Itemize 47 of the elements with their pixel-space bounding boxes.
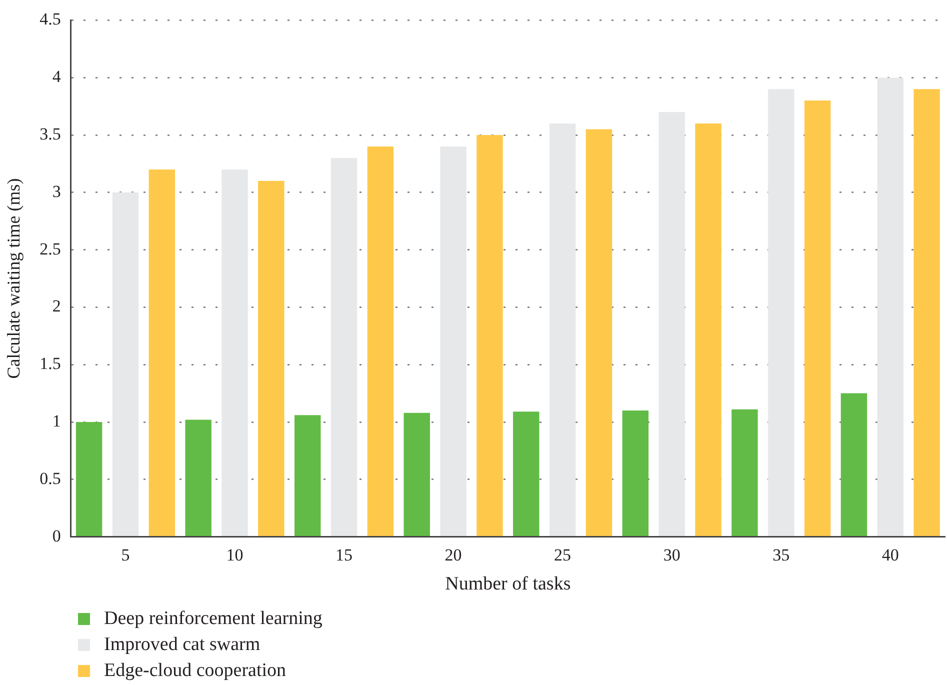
bar [804,100,831,536]
bar [622,410,649,536]
bar [476,135,503,536]
legend-label: Deep reinforcement learning [104,608,322,630]
y-tick-label: 1.5 [40,354,61,374]
y-tick-label: 0 [52,526,61,546]
y-tick-label: 3.5 [40,124,61,144]
bar [148,169,176,536]
bar [76,422,102,536]
bar [658,112,685,536]
y-tick-label: 4 [52,67,62,86]
bar [586,129,612,536]
bar [294,415,321,536]
x-tick-label: 40 [882,545,899,564]
x-tick-label: 30 [663,545,680,564]
bar [914,89,940,536]
bar [222,169,248,536]
bar [768,89,794,536]
bar [549,124,576,536]
x-axis-title: Number of tasks [445,574,571,595]
x-tick-label: 20 [444,545,462,564]
y-tick-label: 2.5 [40,239,61,258]
bar [877,78,904,536]
bar [404,412,430,536]
legend-label: Edge-cloud cooperation [104,660,286,682]
bar [732,409,758,536]
legend-label: Improved cat swarm [104,634,260,656]
x-tick-label: 10 [226,545,244,564]
bar [440,146,466,536]
x-tick-label: 5 [121,545,130,564]
y-axis-title: Calculate waiting time (ms) [4,178,24,379]
bar [513,412,540,536]
bar [258,180,284,536]
bar [185,420,212,536]
bar [695,124,722,536]
x-tick-label: 35 [772,545,790,564]
y-tick-label: 2 [52,296,61,316]
y-tick-label: 3 [52,182,61,201]
bar [330,158,358,536]
bar [840,393,868,536]
y-tick-label: 1 [52,411,61,430]
y-tick-label: 0.5 [40,468,61,488]
bar [367,146,394,536]
y-tick-label: 4.5 [40,10,61,29]
x-tick-label: 15 [336,545,353,564]
x-tick-label: 25 [554,545,572,564]
bar [112,192,139,536]
